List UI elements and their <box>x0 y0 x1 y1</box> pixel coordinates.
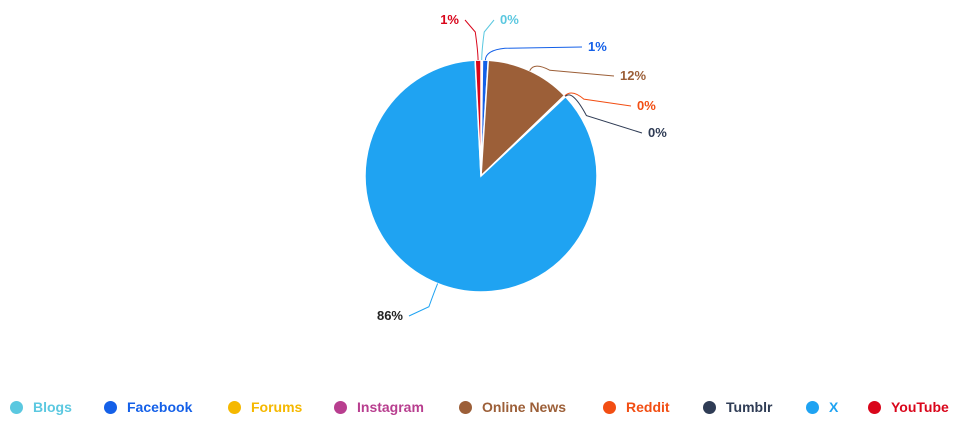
data-label-x: 86% <box>377 308 403 323</box>
data-label-facebook: 1% <box>588 39 607 54</box>
legend-item-blogs[interactable]: Blogs <box>10 396 72 418</box>
legend-swatch <box>459 400 472 414</box>
legend-label: Forums <box>251 399 303 415</box>
chart-legend: Blogs Facebook Forums Instagram Online News R… <box>0 396 966 418</box>
leader-line-blogs <box>481 19 495 61</box>
legend-label: Tumblr <box>726 399 773 415</box>
leader-line-online-news <box>529 65 615 77</box>
data-label-youtube: 1% <box>440 12 459 27</box>
slice-youtube <box>474 59 482 177</box>
data-label-online-news: 12% <box>620 68 646 83</box>
legend-item-forums[interactable]: Forums <box>228 396 302 418</box>
label-leader-lines <box>408 19 643 317</box>
legend-label: X <box>829 399 839 415</box>
leader-line-tumblr <box>564 94 643 134</box>
legend-item-x[interactable]: X <box>806 396 838 418</box>
legend-label: Facebook <box>127 399 193 415</box>
legend-swatch <box>703 400 716 414</box>
legend-label: Reddit <box>626 399 670 415</box>
legend-label: YouTube <box>891 399 949 415</box>
legend-item-reddit[interactable]: Reddit <box>603 396 670 418</box>
legend-swatch <box>228 400 241 414</box>
legend-swatch <box>868 400 881 414</box>
legend-item-facebook[interactable]: Facebook <box>104 396 192 418</box>
leader-line-youtube <box>464 19 479 61</box>
leader-line-x <box>408 283 439 317</box>
legend-label: Online News <box>482 399 567 415</box>
legend-item-youtube[interactable]: YouTube <box>868 396 949 418</box>
legend-swatch <box>806 400 819 414</box>
data-labels: 0% 1% 12% 0% 0% 86% 1% <box>377 12 667 323</box>
legend-label: Blogs <box>33 399 72 415</box>
pie-chart: 0% 1% 12% 0% 0% 86% 1% <box>364 12 667 323</box>
legend-item-online-news[interactable]: Online News <box>459 396 566 418</box>
legend-swatch <box>334 400 347 414</box>
legend-item-instagram[interactable]: Instagram <box>334 396 424 418</box>
leader-line-reddit <box>564 92 632 107</box>
data-label-reddit: 0% <box>637 98 656 113</box>
legend-swatch <box>603 400 616 414</box>
legend-label: Instagram <box>357 399 424 415</box>
pie-slices <box>364 59 598 293</box>
data-label-tumblr: 0% <box>648 125 667 140</box>
data-label-blogs: 0% <box>500 12 519 27</box>
legend-swatch <box>104 400 117 414</box>
legend-swatch <box>10 400 23 414</box>
legend-item-tumblr[interactable]: Tumblr <box>703 396 772 418</box>
leader-line-facebook <box>484 46 583 61</box>
